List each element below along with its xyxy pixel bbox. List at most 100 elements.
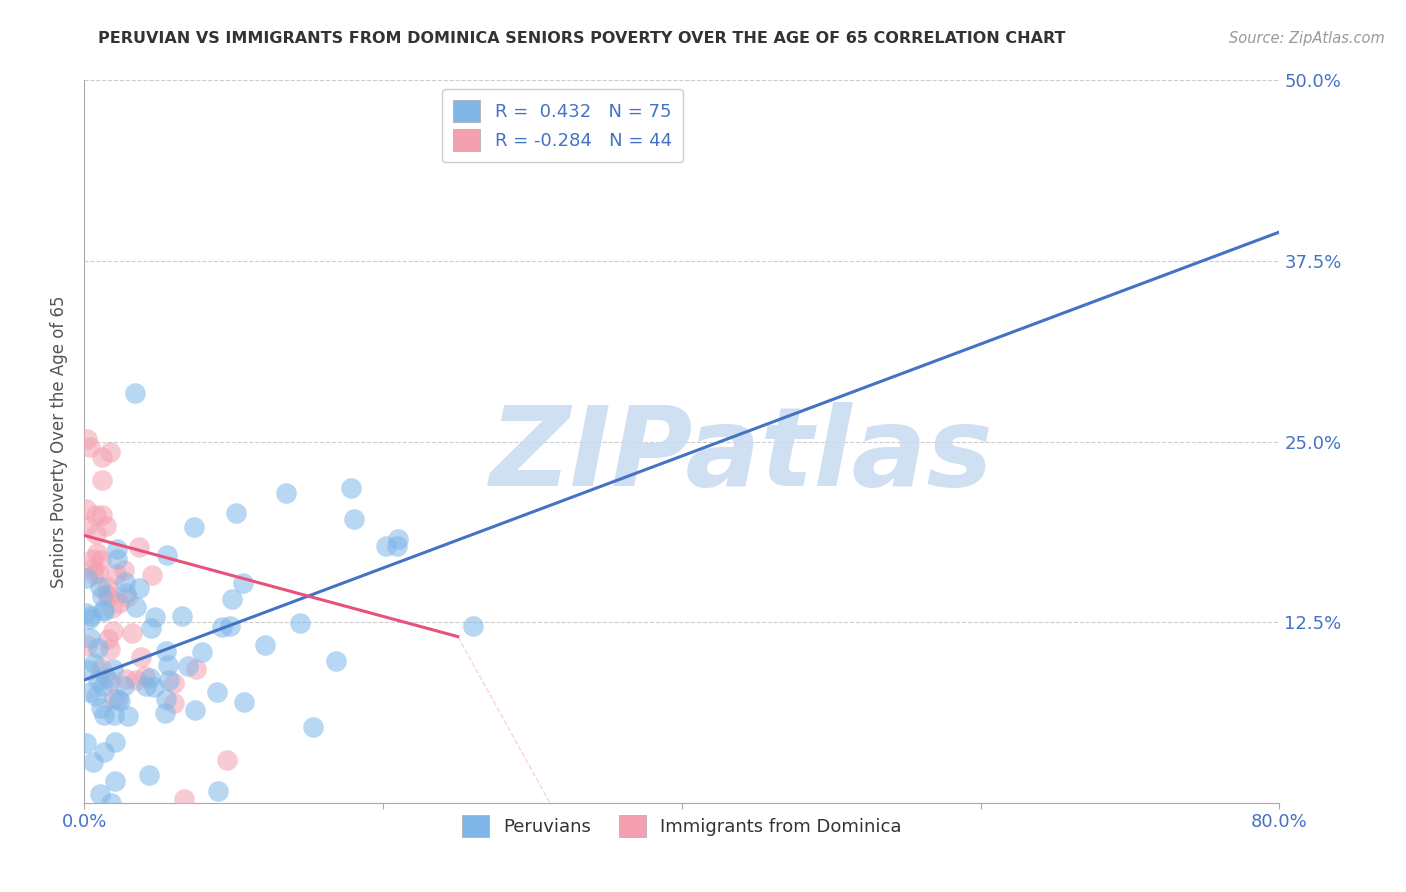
Point [104,774,127,789]
Point [84,527,107,541]
Text: ZIPatlas: ZIPatlas [489,402,994,509]
Point [93,745,115,759]
Point [107,596,129,610]
Point [76,638,98,652]
Point [89,580,111,594]
Point [79,440,101,454]
Point [112,679,135,693]
Point [84,689,107,703]
Legend: Peruvians, Immigrants from Dominica: Peruvians, Immigrants from Dominica [456,808,908,845]
Point [75,736,97,750]
Point [87,640,110,655]
Point [135,679,157,693]
Point [155,644,177,658]
Point [191,645,214,659]
Point [156,549,179,563]
Point [125,673,148,688]
Point [211,620,233,634]
Point [103,624,125,639]
Point [96,580,118,594]
Point [86,508,108,522]
Point [387,532,409,546]
Point [91,589,114,603]
Point [105,541,128,556]
Point [93,604,115,618]
Point [108,694,131,708]
Point [233,695,256,709]
Point [183,703,205,717]
Point [79,631,101,645]
Point [97,632,120,646]
Point [87,673,110,687]
Point [129,649,152,664]
Point [86,545,108,559]
Point [105,566,128,581]
Point [101,600,124,615]
Point [170,609,193,624]
Point [107,691,129,706]
Point [79,685,101,699]
Point [461,619,484,633]
Point [91,603,114,617]
Y-axis label: Seniors Poverty Over the Age of 65: Seniors Poverty Over the Age of 65 [49,295,67,588]
Point [91,679,114,693]
Point [157,673,180,687]
Point [103,692,125,706]
Point [83,567,105,582]
Point [115,586,138,600]
Point [101,662,124,676]
Point [141,568,163,582]
Point [93,708,115,723]
Point [105,551,128,566]
Point [98,642,121,657]
Point [125,599,148,614]
Point [90,700,112,714]
Point [128,541,150,555]
Point [288,615,311,630]
Point [77,663,100,677]
Point [139,621,162,635]
Point [96,587,118,601]
Point [176,658,198,673]
Point [253,638,276,652]
Point [121,625,143,640]
Point [100,796,122,810]
Point [157,658,180,673]
Point [218,619,240,633]
Point [112,563,135,577]
Point [97,589,120,603]
Point [375,539,398,553]
Point [76,432,98,446]
Point [302,720,325,734]
Point [83,656,105,670]
Point [94,671,117,685]
Point [276,485,298,500]
Point [387,539,409,553]
Point [215,753,238,767]
Point [183,520,205,534]
Point [98,445,121,459]
Text: Source: ZipAtlas.com: Source: ZipAtlas.com [1229,31,1385,46]
Point [153,706,176,720]
Point [90,508,112,522]
Point [90,553,112,567]
Point [90,473,112,487]
Point [221,592,243,607]
Point [91,450,114,465]
Point [94,518,117,533]
Point [186,662,208,676]
Point [115,590,138,604]
Point [155,691,177,706]
Point [75,502,97,516]
Point [90,660,112,674]
Point [207,783,229,797]
Point [128,581,150,595]
Point [205,685,228,699]
Point [114,672,136,686]
Point [138,767,160,781]
Point [75,606,97,620]
Point [76,570,98,584]
Point [104,734,127,748]
Point [76,519,98,533]
Point [143,610,166,624]
